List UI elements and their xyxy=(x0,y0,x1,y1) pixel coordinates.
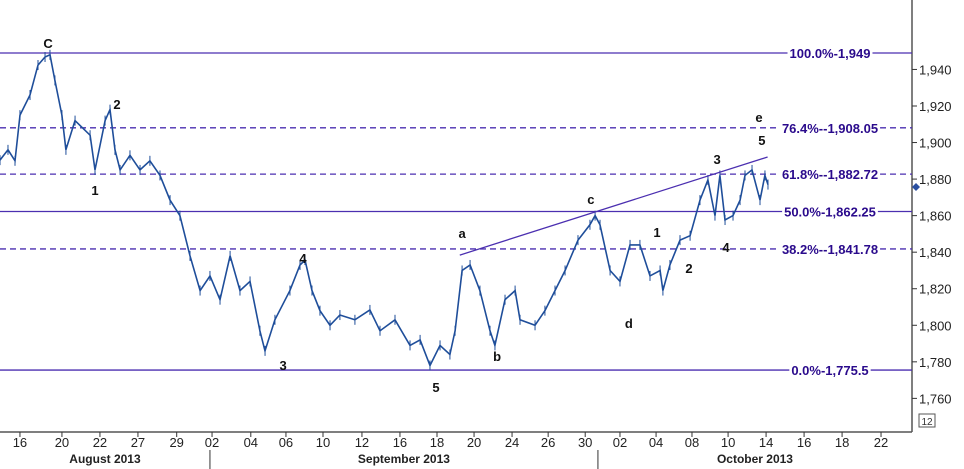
y-tick-label: 1,800 xyxy=(919,318,952,333)
last-price-marker xyxy=(912,182,920,191)
wave-label: 4 xyxy=(299,251,307,266)
wave-label: 1 xyxy=(91,183,98,198)
x-tick-label: 02 xyxy=(205,435,219,450)
fib-label: 76.4%--1,908.05 xyxy=(782,121,878,136)
y-tick-label: 1,940 xyxy=(919,62,952,77)
x-tick-label: 10 xyxy=(316,435,330,450)
x-tick-label: 16 xyxy=(393,435,407,450)
wave-label: 2 xyxy=(113,97,120,112)
y-tick-label: 1,840 xyxy=(919,245,952,260)
fib-label: 38.2%--1,841.78 xyxy=(782,242,878,257)
wave-label: 5 xyxy=(432,380,439,395)
x-tick-label: 06 xyxy=(279,435,293,450)
fib-label-bg xyxy=(779,241,881,257)
wave-label: 3 xyxy=(713,152,720,167)
x-tick-label: 30 xyxy=(578,435,592,450)
y-tick-label: 1,760 xyxy=(919,391,952,406)
wave-label: C xyxy=(43,36,53,51)
y-tick-label: 1,780 xyxy=(919,355,952,370)
x-tick-label: 29 xyxy=(169,435,183,450)
x-tick-label: 20 xyxy=(467,435,481,450)
y-tick-label: 1,900 xyxy=(919,136,952,151)
fib-label: 0.0%-1,775.5 xyxy=(791,363,868,378)
fib-label: 61.8%--1,882.72 xyxy=(782,167,878,182)
wave-label: 2 xyxy=(685,261,692,276)
month-label: August 2013 xyxy=(69,452,141,466)
wave-label: 5 xyxy=(758,133,765,148)
x-tick-label: 20 xyxy=(55,435,69,450)
x-tick-label: 02 xyxy=(613,435,627,450)
x-tick-label: 26 xyxy=(541,435,555,450)
fib-label-bg xyxy=(787,45,873,61)
x-tick-label: 22 xyxy=(874,435,888,450)
fib-label: 50.0%-1,862.25 xyxy=(784,205,876,220)
x-tick-label: 12 xyxy=(355,435,369,450)
x-tick-label: 04 xyxy=(649,435,663,450)
wave-label: b xyxy=(493,349,501,364)
x-tick-label: 10 xyxy=(721,435,735,450)
wave-label: d xyxy=(625,316,633,331)
x-tick-label: 18 xyxy=(835,435,849,450)
wave-label: 3 xyxy=(279,358,286,373)
x-tick-label: 04 xyxy=(244,435,258,450)
fib-label-bg xyxy=(779,120,881,136)
x-tick-label: 16 xyxy=(797,435,811,450)
wave-label: 1 xyxy=(653,225,660,240)
corner-badge: 12 xyxy=(921,417,933,428)
trendline xyxy=(459,156,768,256)
fib-label-bg xyxy=(779,167,881,183)
x-tick-label: 27 xyxy=(131,435,145,450)
wave-label: a xyxy=(458,226,466,241)
corner-badge-box xyxy=(918,413,936,428)
x-tick-label: 18 xyxy=(430,435,444,450)
x-tick-label: 24 xyxy=(505,435,519,450)
month-label: October 2013 xyxy=(717,452,793,466)
x-tick-label: 14 xyxy=(759,435,773,450)
y-tick-label: 1,920 xyxy=(919,99,952,114)
month-label: September 2013 xyxy=(358,452,450,466)
fib-label-bg xyxy=(782,204,878,220)
y-tick-label: 1,820 xyxy=(919,282,952,297)
fib-label: 100.0%-1,949 xyxy=(790,46,871,61)
x-tick-label: 22 xyxy=(93,435,107,450)
y-tick-label: 1,880 xyxy=(919,172,952,187)
wave-label: c xyxy=(587,192,594,207)
wave-label: 4 xyxy=(722,240,730,255)
x-tick-label: 08 xyxy=(685,435,699,450)
y-tick-label: 1,860 xyxy=(919,209,952,224)
fib-label-bg xyxy=(789,363,871,379)
x-tick-label: 16 xyxy=(13,435,27,450)
wave-label: e xyxy=(755,110,762,125)
